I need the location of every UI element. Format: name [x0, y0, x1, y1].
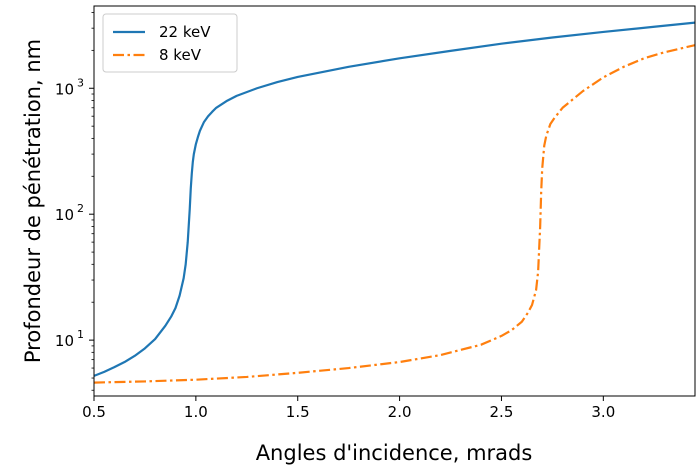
x-axis-label: Angles d'incidence, mrads: [256, 441, 533, 465]
legend-label-2: 8 keV: [159, 46, 202, 64]
x-tick-label: 1.0: [184, 403, 208, 421]
y-tick-exponent: 3: [77, 76, 84, 89]
series-line-1: [94, 21, 695, 377]
x-tick-label: 2.0: [388, 403, 412, 421]
y-tick-label: 10: [55, 206, 74, 224]
series-layer: [94, 21, 695, 384]
series-line-2: [94, 44, 695, 384]
legend-label-1: 22 keV: [159, 23, 211, 41]
y-axis-label: Profondeur de pénétration, nm: [21, 39, 45, 363]
y-tick-label: 10: [55, 332, 74, 350]
x-tick-label: 0.5: [82, 403, 106, 421]
axis-labels: Angles d'incidence, mrads Profondeur de …: [21, 39, 532, 465]
x-tick-label: 2.5: [490, 403, 514, 421]
y-tick-exponent: 2: [77, 202, 84, 215]
legend-box: [102, 13, 238, 73]
x-tick-label: 1.5: [286, 403, 310, 421]
plot-frame: [93, 5, 696, 397]
y-tick-exponent: 1: [77, 328, 84, 341]
x-tick-label: 3.0: [591, 403, 615, 421]
y-tick-label: 10: [55, 80, 74, 98]
legend: 22 keV 8 keV: [102, 13, 238, 73]
